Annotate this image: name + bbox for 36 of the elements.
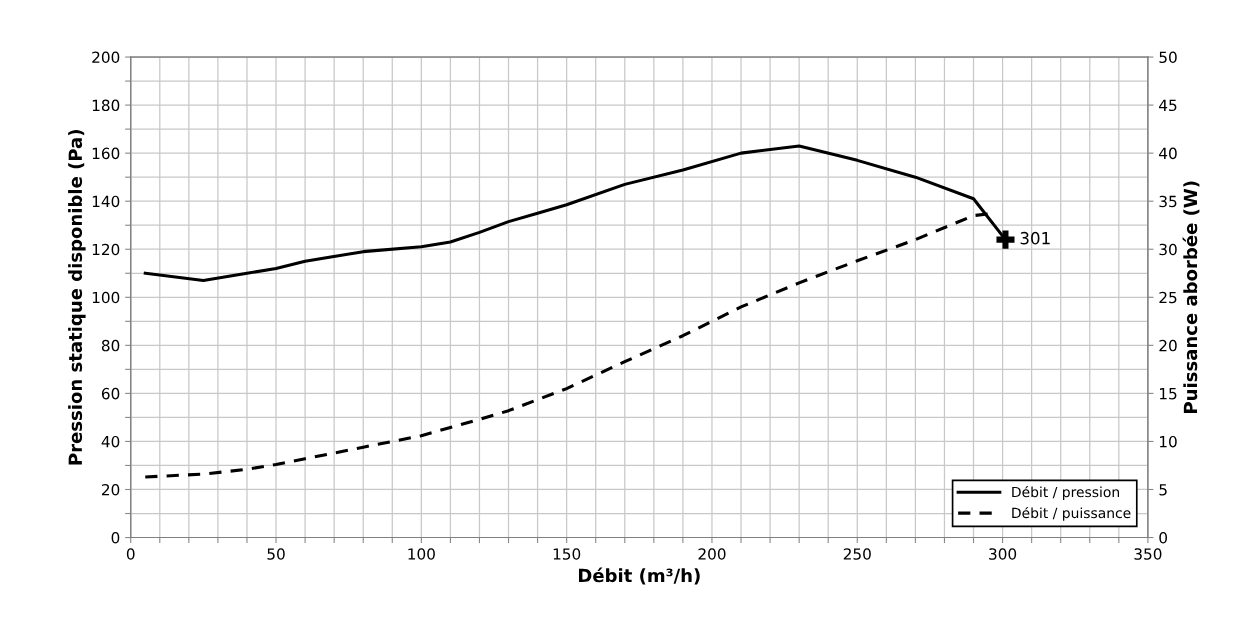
y2-tick-label: 50 xyxy=(1159,51,1177,64)
y2-tick-label: 45 xyxy=(1159,99,1177,112)
y-tick-label: 20 xyxy=(101,483,120,496)
y2-tick-label: 0 xyxy=(1159,532,1168,544)
y-tick-label: 80 xyxy=(101,339,120,352)
y-tick-label: 180 xyxy=(92,99,120,112)
y-axis-title: Pression statique disponible (Pa) xyxy=(68,130,86,465)
x-tick-label: 0 xyxy=(126,548,135,560)
y2-tick-label: 5 xyxy=(1159,484,1167,496)
y2-tick-label: 15 xyxy=(1159,388,1177,400)
x-tick-label: 300 xyxy=(989,548,1017,560)
y-tick-label: 160 xyxy=(92,147,120,160)
y2-tick-label: 25 xyxy=(1159,291,1177,304)
y2-tick-label: 30 xyxy=(1159,243,1177,256)
y2-tick-label: 10 xyxy=(1159,435,1177,448)
x-tick-label: 350 xyxy=(1134,548,1162,560)
x-tick-label: 100 xyxy=(408,548,435,560)
y-tick-label: 120 xyxy=(92,243,120,256)
y-tick-label: 0 xyxy=(111,532,120,544)
x-axis-title: Débit (m³/h) xyxy=(579,567,700,585)
x-tick-label: 150 xyxy=(553,548,581,560)
x-tick-label: 200 xyxy=(698,548,726,560)
y-tick-label: 40 xyxy=(101,435,120,448)
legend-label: Débit / puissance xyxy=(1012,506,1131,521)
legend-label: Débit / pression xyxy=(1012,485,1119,500)
y-tick-label: 100 xyxy=(92,291,120,304)
y2-tick-label: 20 xyxy=(1159,339,1177,352)
y2-tick-label: 40 xyxy=(1159,147,1177,160)
annotation: 301 xyxy=(1020,231,1050,245)
x-tick-label: 50 xyxy=(267,548,285,560)
y2-tick-label: 35 xyxy=(1159,195,1177,208)
y-tick-label: 60 xyxy=(101,387,120,400)
y-tick-label: 200 xyxy=(92,51,120,64)
y2-axis-title: Puissance aborbée (W) xyxy=(1182,181,1200,413)
y-tick-label: 140 xyxy=(92,195,120,208)
x-tick-label: 250 xyxy=(843,548,871,560)
